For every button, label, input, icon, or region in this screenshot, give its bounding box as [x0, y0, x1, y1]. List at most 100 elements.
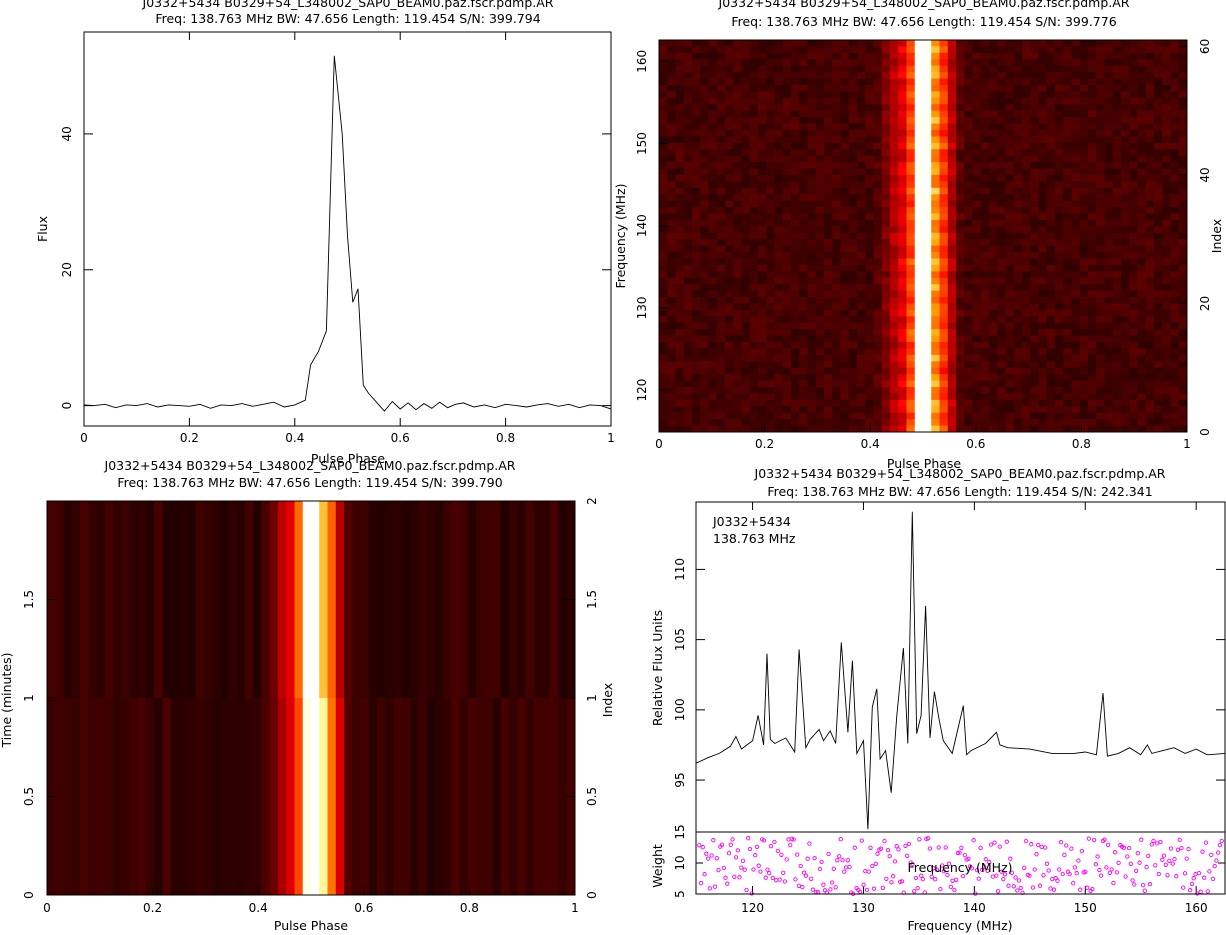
phase-frequency-cell [1022, 46, 1031, 54]
phase-frequency-cell [923, 406, 932, 414]
phase-frequency-cell [1022, 142, 1031, 150]
phase-frequency-cell [881, 72, 891, 79]
phase-frequency-cell [791, 40, 800, 47]
phase-frequency-cell [939, 200, 949, 208]
phase-frequency-cell [972, 309, 982, 317]
weights-point [707, 886, 712, 891]
phase-frequency-cell [1137, 200, 1147, 208]
phase-frequency-cell [749, 284, 759, 292]
phase-frequency-cell [890, 187, 899, 195]
phase-frequency-cell [1063, 219, 1072, 227]
phase-frequency-cell [1030, 419, 1039, 426]
phase-frequency-cell [733, 155, 742, 163]
weights-point [817, 866, 823, 872]
phase-frequency-cell [774, 78, 784, 86]
phase-frequency-cell [1154, 91, 1163, 99]
phase-frequency-cell [989, 104, 998, 112]
phase-frequency-cell [865, 194, 874, 202]
phase-frequency-cell [725, 297, 734, 304]
phase-frequency-cell [1038, 239, 1048, 247]
phase-frequency-cell [683, 303, 693, 311]
phase-frequency-cell [898, 387, 907, 394]
phase-frequency-cell [898, 97, 907, 105]
phase-frequency-cell [749, 110, 759, 118]
phase-frequency-cell [1162, 425, 1171, 433]
phase-frequency-cell [667, 219, 676, 227]
phase-frequency-cell [1071, 271, 1081, 279]
phase-frequency-cell [906, 354, 916, 362]
phase-frequency-cell [1046, 277, 1056, 285]
phase-frequency-cell [1137, 335, 1147, 343]
phase-time-cell [335, 501, 345, 699]
phase-frequency-cell [956, 91, 965, 99]
phase-frequency-cell [964, 367, 973, 375]
phase-frequency-cell [716, 354, 726, 362]
phase-time-cell [253, 698, 262, 896]
phase-frequency-cell [1178, 264, 1188, 272]
phase-frequency-cell [989, 316, 998, 324]
phase-frequency-cell [659, 425, 668, 433]
phase-frequency-cell [956, 84, 965, 92]
phase-frequency-cell [1162, 78, 1171, 86]
phase-frequency-cell [848, 393, 858, 401]
phase-frequency-cell [1055, 303, 1064, 311]
phase-frequency-cell [1096, 136, 1105, 144]
phase-frequency-cell [1030, 52, 1039, 60]
phase-frequency-cell [1013, 219, 1023, 227]
phase-frequency-cell [725, 110, 734, 118]
phase-frequency-cell [972, 46, 982, 54]
phase-frequency-cell [857, 207, 866, 214]
phase-frequency-cell [914, 335, 924, 343]
phase-frequency-cell [659, 65, 668, 73]
phase-frequency-cell [659, 367, 668, 375]
phase-frequency-cell [947, 374, 957, 381]
phase-frequency-cell [832, 329, 841, 337]
phase-frequency-cell [1038, 348, 1048, 356]
phase-frequency-cell [1129, 354, 1138, 362]
phase-frequency-cell [1013, 200, 1023, 208]
phase-frequency-cell [1055, 264, 1064, 272]
phase-frequency-cell [890, 425, 899, 433]
phase-time-cell [286, 501, 295, 699]
phase-frequency-cell [832, 72, 841, 79]
phase-frequency-cell [840, 277, 850, 285]
phase-frequency-cell [1162, 374, 1171, 381]
phase-frequency-cell [1055, 342, 1064, 349]
phase-frequency-cell [890, 406, 899, 414]
phase-frequency-cell [1088, 412, 1097, 420]
phase-frequency-cell [840, 380, 850, 388]
phase-frequency-cell [1162, 406, 1171, 414]
phase-frequency-cell [1096, 329, 1105, 337]
phase-frequency-cell [931, 297, 940, 304]
phase-frequency-cell [700, 232, 709, 240]
weights-point [1107, 870, 1113, 875]
phase-frequency-cell [824, 322, 833, 330]
phase-time-cell [220, 698, 229, 896]
phase-frequency-cell [659, 174, 668, 182]
phase-frequency-cell [799, 232, 808, 240]
phase-frequency-cell [692, 335, 701, 343]
phase-frequency-cell [1030, 219, 1039, 227]
phase-frequency-cell [1170, 342, 1180, 349]
phase-frequency-cell [766, 136, 775, 144]
phase-frequency-cell [766, 425, 775, 433]
weights-point [953, 877, 959, 882]
phase-frequency-cell [815, 117, 825, 124]
phase-frequency-cell [708, 412, 718, 420]
phase-frequency-cell [799, 419, 808, 426]
weights-point [1050, 876, 1055, 882]
weights-point [1109, 867, 1114, 872]
phase-frequency-cell [898, 149, 907, 157]
phase-frequency-cell [683, 374, 693, 381]
phase-time-cell [195, 698, 205, 896]
phase-frequency-cell [857, 374, 866, 381]
phase-frequency-cell [716, 393, 726, 401]
phase-frequency-cell [1046, 149, 1056, 157]
phase-frequency-cell [799, 226, 808, 234]
phase-frequency-cell [667, 393, 676, 401]
phase-frequency-cell [997, 232, 1006, 240]
phase-frequency-cell [692, 316, 701, 324]
phase-frequency-cell [956, 97, 965, 105]
phase-frequency-cell [1071, 142, 1081, 150]
phase-frequency-cell [1063, 162, 1072, 169]
